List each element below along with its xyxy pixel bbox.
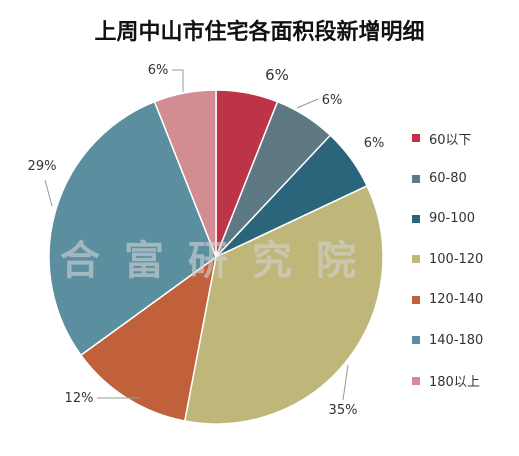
leader-line-7	[172, 69, 184, 92]
legend-entry-3: 90-100	[412, 199, 517, 239]
leader-line-2	[296, 98, 319, 109]
legend-label: 140-180	[429, 332, 484, 348]
legend-label: 100-120	[429, 251, 484, 267]
leader-lines	[44, 69, 349, 401]
legend-swatch	[412, 295, 420, 304]
legend-entry-2: 60-80	[412, 158, 517, 198]
legend-label: 180以上	[429, 375, 480, 391]
pie-slices	[48, 89, 384, 425]
pie-slice-4	[183, 184, 384, 425]
legend-swatch	[412, 134, 420, 143]
slice-label-7: 6%	[148, 63, 169, 78]
legend-swatch	[412, 255, 420, 264]
legend: 60以下 60-80 90-100 100-120 120-140 140-180 180以…	[412, 118, 517, 401]
pie-slice-7	[153, 89, 217, 258]
legend-entry-1: 60以下	[412, 118, 517, 158]
slice-label-4: 35%	[329, 403, 358, 418]
slice-label-2: 6%	[322, 93, 343, 108]
pie-slice-6	[48, 100, 217, 357]
legend-swatch	[412, 174, 420, 183]
legend-entry-7: 180以上	[412, 360, 517, 400]
legend-swatch	[412, 376, 420, 385]
leader-line-4	[342, 364, 349, 401]
leader-line-6	[44, 179, 53, 207]
slice-label-1: 6%	[265, 66, 289, 84]
legend-entry-5: 120-140	[412, 280, 517, 320]
slice-label-5: 12%	[65, 391, 94, 406]
legend-entry-4: 100-120	[412, 239, 517, 279]
slice-label-3: 6%	[364, 136, 385, 151]
legend-label: 90-100	[429, 211, 476, 227]
legend-label: 120-140	[429, 292, 484, 308]
legend-entry-6: 140-180	[412, 320, 517, 360]
legend-label: 60-80	[429, 171, 467, 187]
slice-labels: 6% 6% 6% 35% 12% 29% 6%	[28, 63, 385, 418]
legend-swatch	[412, 336, 420, 345]
legend-swatch	[412, 214, 420, 223]
slice-label-6: 29%	[28, 159, 57, 174]
legend-label: 60以下	[429, 132, 472, 148]
chart-title: 上周中山市住宅各面积段新增明细	[94, 20, 425, 45]
